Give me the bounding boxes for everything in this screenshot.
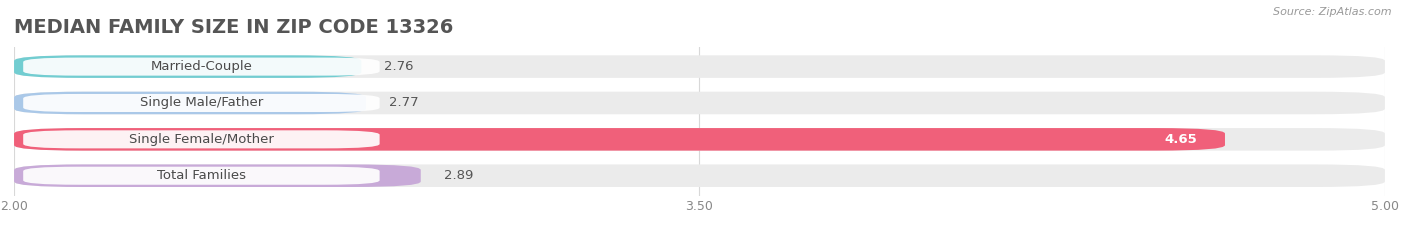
FancyBboxPatch shape	[22, 58, 380, 76]
Text: MEDIAN FAMILY SIZE IN ZIP CODE 13326: MEDIAN FAMILY SIZE IN ZIP CODE 13326	[14, 18, 453, 37]
FancyBboxPatch shape	[14, 92, 1385, 114]
Text: 4.65: 4.65	[1164, 133, 1198, 146]
Text: Single Male/Father: Single Male/Father	[139, 96, 263, 110]
Text: Total Families: Total Families	[157, 169, 246, 182]
Text: Single Female/Mother: Single Female/Mother	[129, 133, 274, 146]
FancyBboxPatch shape	[14, 55, 361, 78]
Text: 2.76: 2.76	[384, 60, 413, 73]
FancyBboxPatch shape	[14, 164, 1385, 187]
FancyBboxPatch shape	[22, 167, 380, 185]
FancyBboxPatch shape	[22, 130, 380, 148]
FancyBboxPatch shape	[14, 164, 420, 187]
FancyBboxPatch shape	[14, 128, 1225, 151]
Text: Source: ZipAtlas.com: Source: ZipAtlas.com	[1274, 7, 1392, 17]
FancyBboxPatch shape	[14, 128, 1385, 151]
Text: Married-Couple: Married-Couple	[150, 60, 252, 73]
FancyBboxPatch shape	[14, 55, 1385, 78]
FancyBboxPatch shape	[14, 92, 366, 114]
Text: 2.89: 2.89	[444, 169, 472, 182]
FancyBboxPatch shape	[22, 94, 380, 112]
Text: 2.77: 2.77	[388, 96, 419, 110]
